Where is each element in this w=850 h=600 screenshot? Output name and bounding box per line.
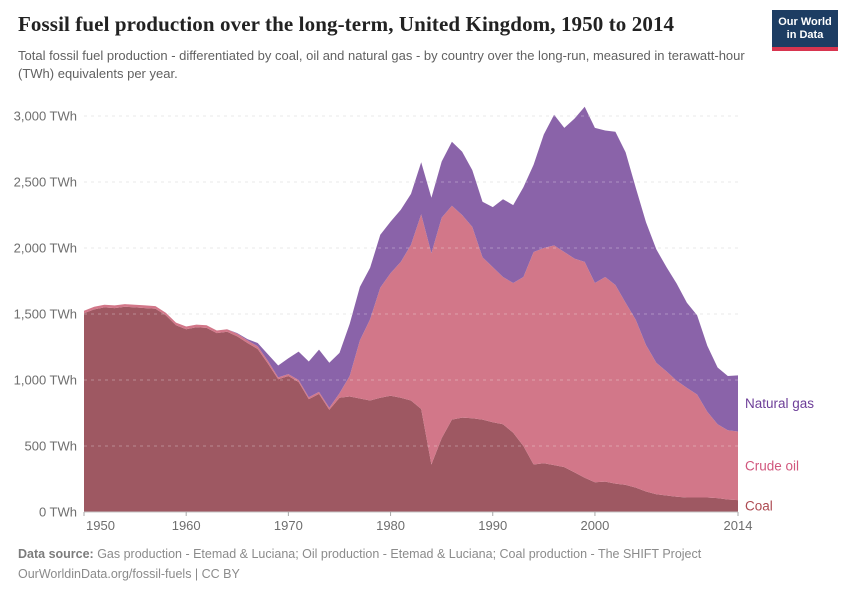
x-axis-label-2014: 2014	[724, 518, 753, 533]
y-axis-label-2500: 2,500 TWh	[14, 175, 77, 190]
owid-logo: Our World in Data	[772, 10, 838, 51]
logo-line-2: in Data	[786, 29, 824, 41]
x-axis-label-1960: 1960	[172, 518, 201, 533]
series-label-natural-gas[interactable]: Natural gas	[745, 396, 814, 411]
x-axis-label-2000: 2000	[580, 518, 609, 533]
license-line: OurWorldinData.org/fossil-fuels | CC BY	[18, 567, 240, 581]
x-axis-label-1950: 1950	[86, 518, 115, 533]
chart-footer: Data source: Gas production - Etemad & L…	[18, 544, 818, 584]
y-axis-label-2000: 2,000 TWh	[14, 241, 77, 256]
page-subtitle: Total fossil fuel production - different…	[18, 48, 745, 81]
area-natural-gas[interactable]	[84, 106, 738, 432]
y-axis-label-1500: 1,500 TWh	[14, 307, 77, 322]
data-source-text: Gas production - Etemad & Luciana; Oil p…	[93, 547, 702, 561]
y-axis-label-0: 0 TWh	[39, 505, 77, 520]
x-axis-label-1990: 1990	[478, 518, 507, 533]
y-axis-label-500: 500 TWh	[24, 439, 77, 454]
x-axis-label-1970: 1970	[274, 518, 303, 533]
y-axis-label-1000: 1,000 TWh	[14, 373, 77, 388]
page-title: Fossil fuel production over the long-ter…	[18, 12, 675, 36]
series-label-crude-oil[interactable]: Crude oil	[745, 458, 799, 473]
x-axis-label-1980: 1980	[376, 518, 405, 533]
area-crude-oil[interactable]	[84, 205, 738, 501]
logo-line-1: Our World	[778, 16, 832, 28]
data-source-label: Data source:	[18, 547, 94, 561]
series-label-coal[interactable]: Coal	[745, 499, 773, 514]
data-source-line: Data source: Gas production - Etemad & L…	[18, 544, 818, 564]
area-coal[interactable]	[84, 306, 738, 512]
y-axis-label-3000: 3,000 TWh	[14, 109, 77, 124]
